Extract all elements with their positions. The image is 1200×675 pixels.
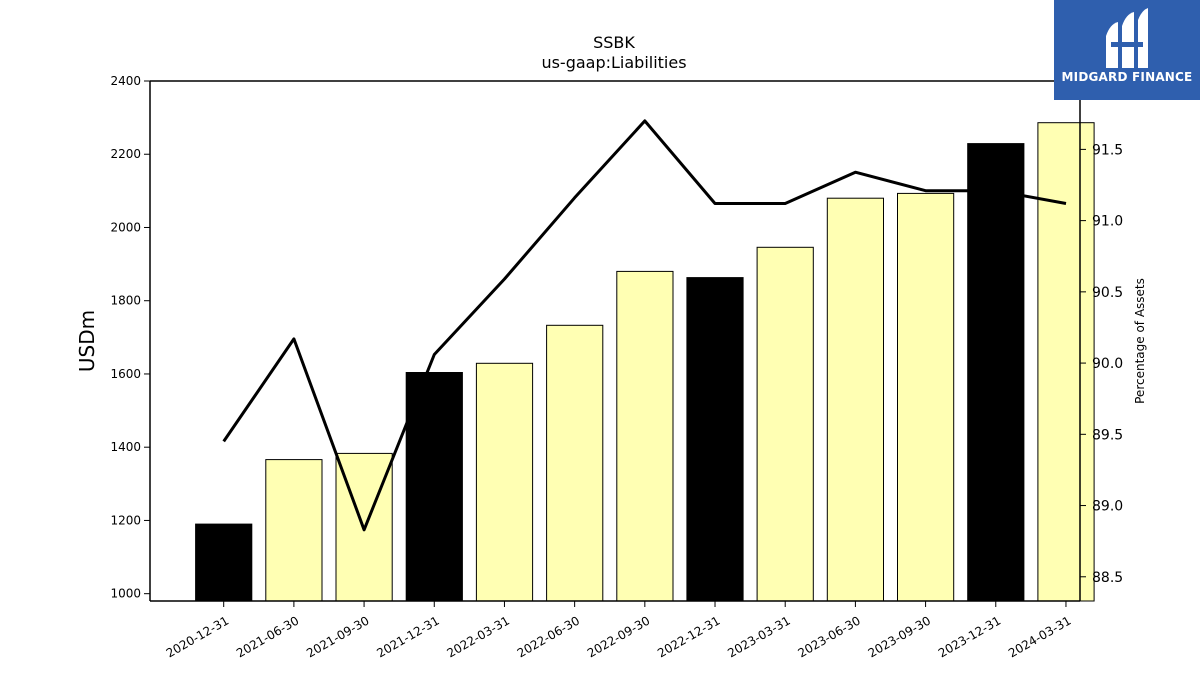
midgard-logo-icon (1106, 8, 1148, 68)
y-tick-label: 2400 (110, 74, 141, 88)
bar-2020-12-31 (195, 523, 253, 602)
bar-2023-09-30 (897, 192, 955, 602)
brand-name: MIDGARD FINANCE (1061, 70, 1193, 84)
y-tick-label: 1600 (110, 367, 141, 381)
brand-logo: MIDGARD FINANCE (1054, 0, 1200, 100)
x-tick-label: 2022-03-31 (445, 613, 512, 660)
bar-2021-06-30 (265, 459, 323, 602)
bar-2021-12-31 (405, 372, 463, 602)
bar-2022-06-30 (546, 324, 604, 602)
x-tick-label: 2022-09-30 (585, 613, 652, 660)
x-tick-label: 2024-03-31 (1006, 613, 1073, 660)
bar-2022-12-31 (686, 277, 744, 602)
line-group (222, 119, 1067, 532)
axes-group (149, 80, 1081, 602)
x-tick-label: 2023-12-31 (936, 613, 1003, 660)
x-tick-label: 2021-06-30 (234, 613, 301, 660)
y2-tick-label: 90.0 (1092, 356, 1123, 372)
x-tick-label: 2022-06-30 (515, 613, 582, 660)
bar-2023-03-31 (756, 246, 814, 602)
bar-2024-03-31 (1037, 122, 1095, 602)
y-tick-label: 1400 (110, 440, 141, 454)
x-tick-label: 2023-06-30 (795, 613, 862, 660)
x-tick-label: 2023-09-30 (866, 613, 933, 660)
y2-tick-label: 88.5 (1092, 570, 1123, 586)
bar-2022-03-31 (475, 362, 534, 602)
x-tick-label: 2023-03-31 (725, 613, 792, 660)
x-tick-label: 2022-12-31 (655, 613, 722, 660)
y-tick-label: 1000 (110, 587, 141, 601)
y2-tick-label: 89.0 (1092, 499, 1123, 515)
y2-tick-label: 90.5 (1092, 285, 1123, 301)
x-tick-label: 2020-12-31 (164, 613, 231, 660)
y-tick-label: 2200 (110, 147, 141, 161)
bars-group (195, 122, 1095, 602)
y2-axis-label: Percentage of Assets (1133, 278, 1147, 404)
y2-tick-label: 89.5 (1092, 427, 1123, 443)
y-tick-label: 1800 (110, 294, 141, 308)
chart-title: SSBK (593, 33, 635, 52)
bar-2023-12-31 (967, 143, 1025, 602)
bar-2023-06-30 (826, 197, 884, 602)
y2-tick-label: 91.0 (1092, 214, 1123, 230)
bar-2022-09-30 (616, 270, 674, 602)
y2-tick-label: 91.5 (1092, 142, 1123, 158)
y-tick-label: 1200 (110, 513, 141, 527)
x-tick-label: 2021-12-31 (374, 613, 441, 660)
y-tick-label: 2000 (110, 220, 141, 234)
x-tick-label: 2021-09-30 (304, 613, 371, 660)
y-axis-label: USDm (75, 310, 99, 372)
chart-subtitle: us-gaap:Liabilities (541, 53, 686, 72)
